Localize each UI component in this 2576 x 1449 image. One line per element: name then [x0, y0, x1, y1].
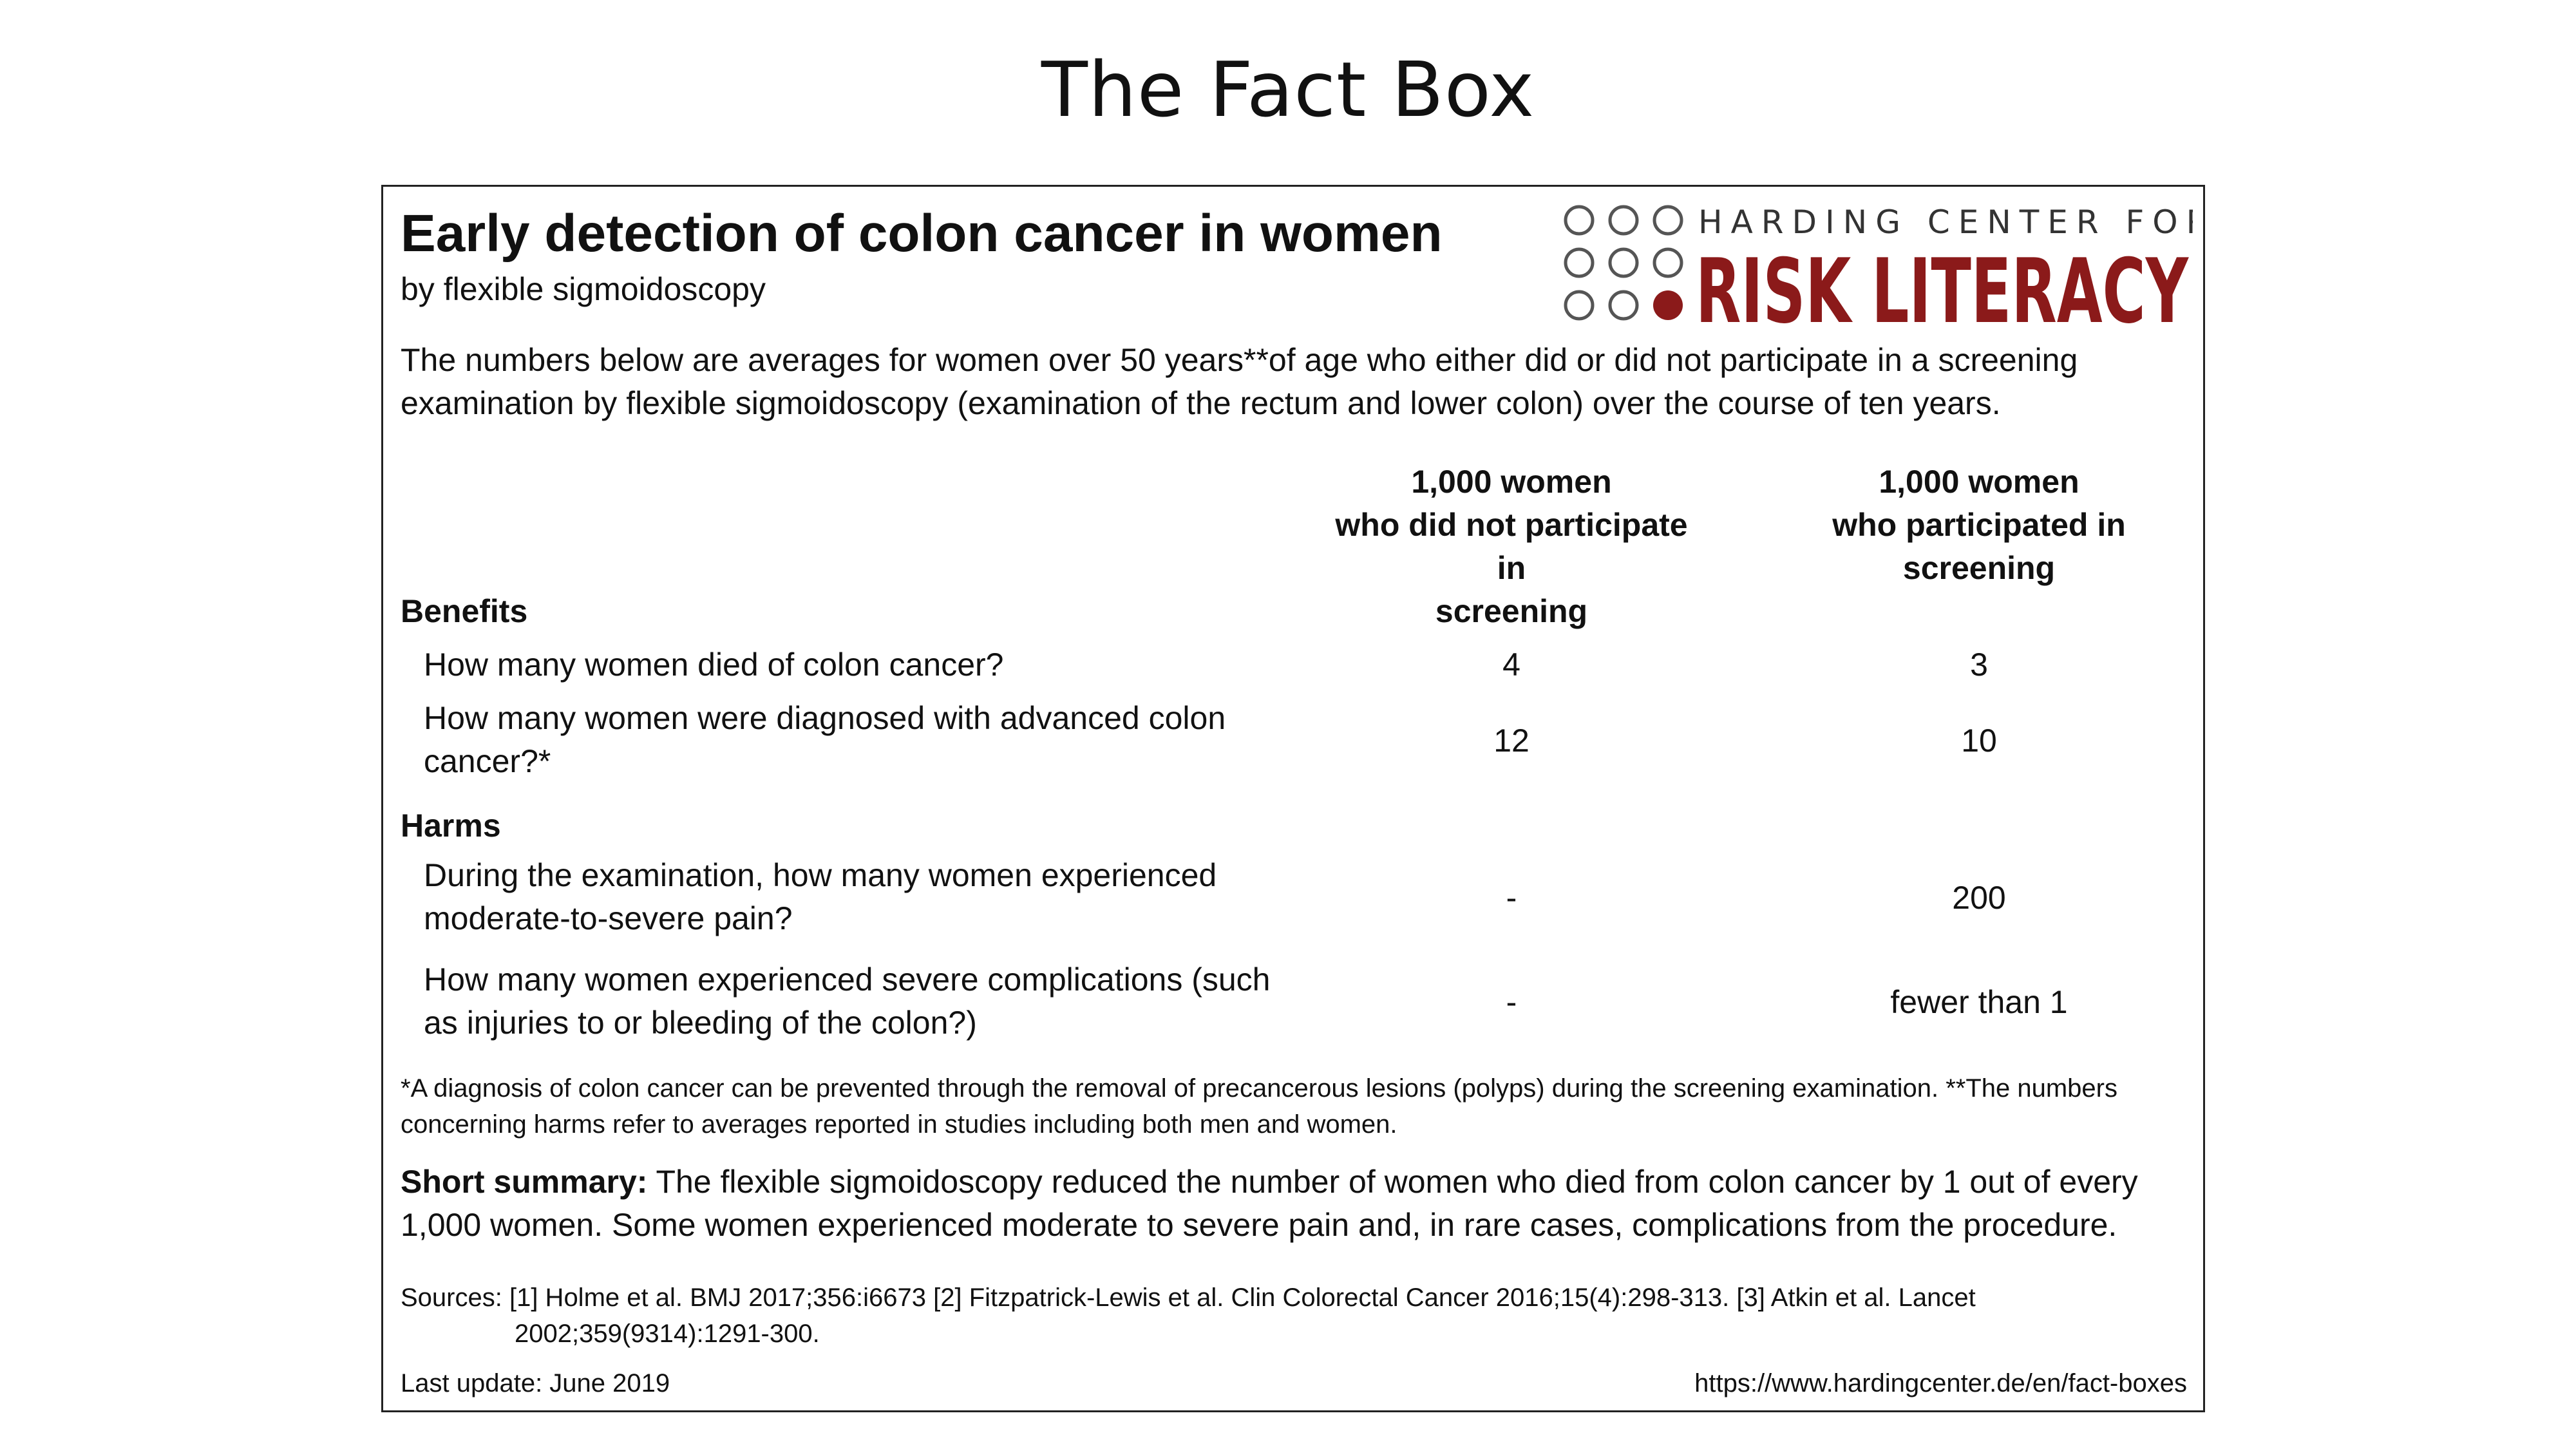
slide-title: The Fact Box — [1041, 45, 1535, 134]
table-cell-no-screening: 4 — [1502, 647, 1520, 683]
harding-center-logo: HARDING CENTER FOR RISK LITERACY — [1564, 204, 2193, 330]
short-summary: Short summary: The flexible sigmoidoscop… — [401, 1160, 2191, 1247]
table-cell-no-screening: 12 — [1493, 723, 1530, 759]
column-header-screening: 1,000 women who participated in screenin… — [1786, 460, 2172, 590]
fact-box-title: Early detection of colon cancer in women — [401, 204, 1443, 263]
table-row-question: During the examination, how many women e… — [424, 857, 1217, 936]
table-row-question: How many women died of colon cancer? — [424, 647, 1004, 683]
column-header-line: screening — [1902, 550, 2056, 586]
section-harms-label: Harms — [401, 808, 501, 844]
table-row-question: How many women experienced severe compli… — [424, 961, 1271, 1041]
logo-circles-icon — [1564, 205, 1683, 321]
column-header-line: who participated in — [1832, 507, 2126, 543]
logo-line2: RISK LITERACY — [1696, 240, 2189, 330]
section-benefits-label: Benefits — [401, 593, 528, 629]
column-header-line: screening — [1435, 593, 1588, 629]
fact-box-subtitle: by flexible sigmoidoscopy — [401, 271, 766, 307]
column-header-no-screening: 1,000 women who did not participate in s… — [1318, 460, 1705, 633]
table-cell-screening: fewer than 1 — [1890, 984, 2068, 1020]
short-summary-label: Short summary: — [401, 1164, 648, 1200]
logo-line1: HARDING CENTER FOR — [1698, 204, 2193, 241]
short-summary-text: The flexible sigmoidoscopy reduced the n… — [401, 1164, 2138, 1243]
last-update: Last update: June 2019 — [401, 1369, 670, 1397]
column-header-line: who did not participate in — [1335, 507, 1688, 586]
footnote: *A diagnosis of colon cancer can be prev… — [401, 1074, 2117, 1139]
sources: Sources: [1] Holme et al. BMJ 2017;356:i… — [401, 1283, 1976, 1348]
column-header-line: 1,000 women — [1879, 464, 2079, 500]
table-cell-no-screening: - — [1506, 880, 1517, 916]
table-cell-screening: 10 — [1961, 723, 1997, 759]
fact-box-url[interactable]: https://www.hardingcenter.de/en/fact-box… — [1694, 1369, 2187, 1397]
fact-box: Early detection of colon cancer in women… — [381, 185, 2205, 1412]
intro-text: The numbers below are averages for women… — [401, 342, 2078, 421]
table-cell-screening: 200 — [1952, 880, 2006, 916]
logo-filled-circle-icon — [1653, 290, 1683, 320]
table-cell-no-screening: - — [1506, 984, 1517, 1020]
table-row-question: How many women were diagnosed with advan… — [424, 700, 1226, 779]
table-cell-screening: 3 — [1970, 647, 1988, 683]
column-header-line: 1,000 women — [1411, 464, 1612, 500]
